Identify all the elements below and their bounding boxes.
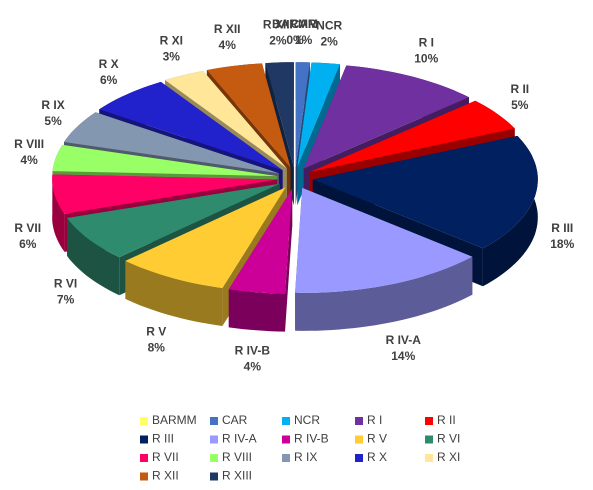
label-name: R IV-B <box>235 343 271 357</box>
label-value: 2% <box>269 33 287 47</box>
slice <box>310 100 515 172</box>
legend-label: BARMM <box>152 413 197 427</box>
slice <box>206 63 291 168</box>
legend: BARMM CAR NCR R I R II R III R IV-A R IV-B R V R … <box>140 413 460 483</box>
legend-label: R VII <box>152 450 179 464</box>
label-name: NCR <box>316 18 342 32</box>
label-name: R XI <box>160 33 183 47</box>
label-name: R V <box>146 325 166 339</box>
legend-marker <box>425 435 433 444</box>
legend-label: R II <box>437 413 456 427</box>
label-value: 5% <box>511 98 529 112</box>
legend-marker <box>210 454 218 462</box>
label-value: 4% <box>20 153 38 167</box>
legend-marker <box>425 417 433 425</box>
label-value: 2% <box>321 34 339 48</box>
label-value: 3% <box>163 49 181 63</box>
label-name: CAR <box>291 17 317 31</box>
legend-label: R I <box>367 413 382 427</box>
slice <box>125 187 286 288</box>
slice <box>99 81 283 171</box>
slice <box>295 62 310 168</box>
legend-marker <box>210 435 218 444</box>
slice <box>303 65 469 169</box>
label-name: R VIII <box>14 137 44 151</box>
label-name: R X <box>99 57 119 71</box>
label-value: 18% <box>550 237 574 251</box>
legend-marker <box>140 454 148 462</box>
label-value: 5% <box>44 114 62 128</box>
legend-label: R IX <box>294 450 317 464</box>
legend-marker <box>355 454 363 462</box>
legend-label: R X <box>367 450 387 464</box>
legend-label: R XIII <box>222 469 252 483</box>
slice <box>64 112 279 174</box>
label-name: R III <box>551 221 573 235</box>
legend-label: R III <box>152 432 174 446</box>
legend-marker <box>282 417 290 425</box>
label-name: R XIII <box>263 17 293 31</box>
label-name: R IX <box>41 98 64 112</box>
legend-marker <box>140 435 148 444</box>
slice <box>297 62 340 168</box>
legend-marker <box>140 417 148 425</box>
label-value: 7% <box>57 293 75 307</box>
label-name: R VI <box>54 277 77 291</box>
pie-tops <box>52 62 538 294</box>
slice <box>295 187 473 293</box>
label-value: 10% <box>414 51 438 65</box>
legend-marker <box>210 417 218 425</box>
label-value: 14% <box>391 349 415 363</box>
legend-label: R V <box>367 432 387 446</box>
legend-marker <box>282 435 290 444</box>
legend-marker <box>282 454 290 462</box>
label-value: 6% <box>100 73 118 87</box>
legend-marker <box>425 454 433 462</box>
slice <box>52 144 278 177</box>
legend-label: CAR <box>222 413 248 427</box>
label-value: 8% <box>148 341 166 355</box>
label-value: 6% <box>19 237 37 251</box>
label-name: R II <box>510 82 529 96</box>
legend-marker <box>210 472 218 481</box>
label-value: 0% <box>286 33 304 47</box>
slice-side <box>295 256 473 331</box>
legend-label: R VI <box>437 432 460 446</box>
label-name: R IV-A <box>386 333 422 347</box>
legend-label: R XI <box>437 450 460 464</box>
legend-label: NCR <box>294 413 320 427</box>
legend-label: R VIII <box>222 450 252 464</box>
slice <box>165 70 287 169</box>
slice <box>265 62 294 168</box>
slice-side <box>52 174 65 252</box>
label-name: BARMM <box>272 17 318 31</box>
legend-marker <box>140 472 148 481</box>
label-name: R VII <box>14 221 41 235</box>
data-labels: BARMM 0% CAR 1%NCR 2% R I 10% R II 5% R III 18% R I… <box>14 17 574 373</box>
legend-label: R XII <box>152 469 179 483</box>
legend-label: R IV-B <box>294 432 329 446</box>
slice-side <box>228 289 285 332</box>
label-value: 1% <box>295 33 313 47</box>
label-value: 4% <box>244 359 262 373</box>
label-value: 4% <box>219 38 237 52</box>
slice <box>67 183 280 258</box>
legend-marker <box>355 417 363 425</box>
slice <box>52 174 278 214</box>
slice-side <box>67 218 120 296</box>
legend-marker <box>355 435 363 444</box>
label-name: R XII <box>214 22 241 36</box>
slice <box>312 135 538 249</box>
slice-side <box>125 260 223 326</box>
label-name: R I <box>419 35 434 49</box>
legend-label: R IV-A <box>222 432 257 446</box>
slice <box>228 188 293 294</box>
